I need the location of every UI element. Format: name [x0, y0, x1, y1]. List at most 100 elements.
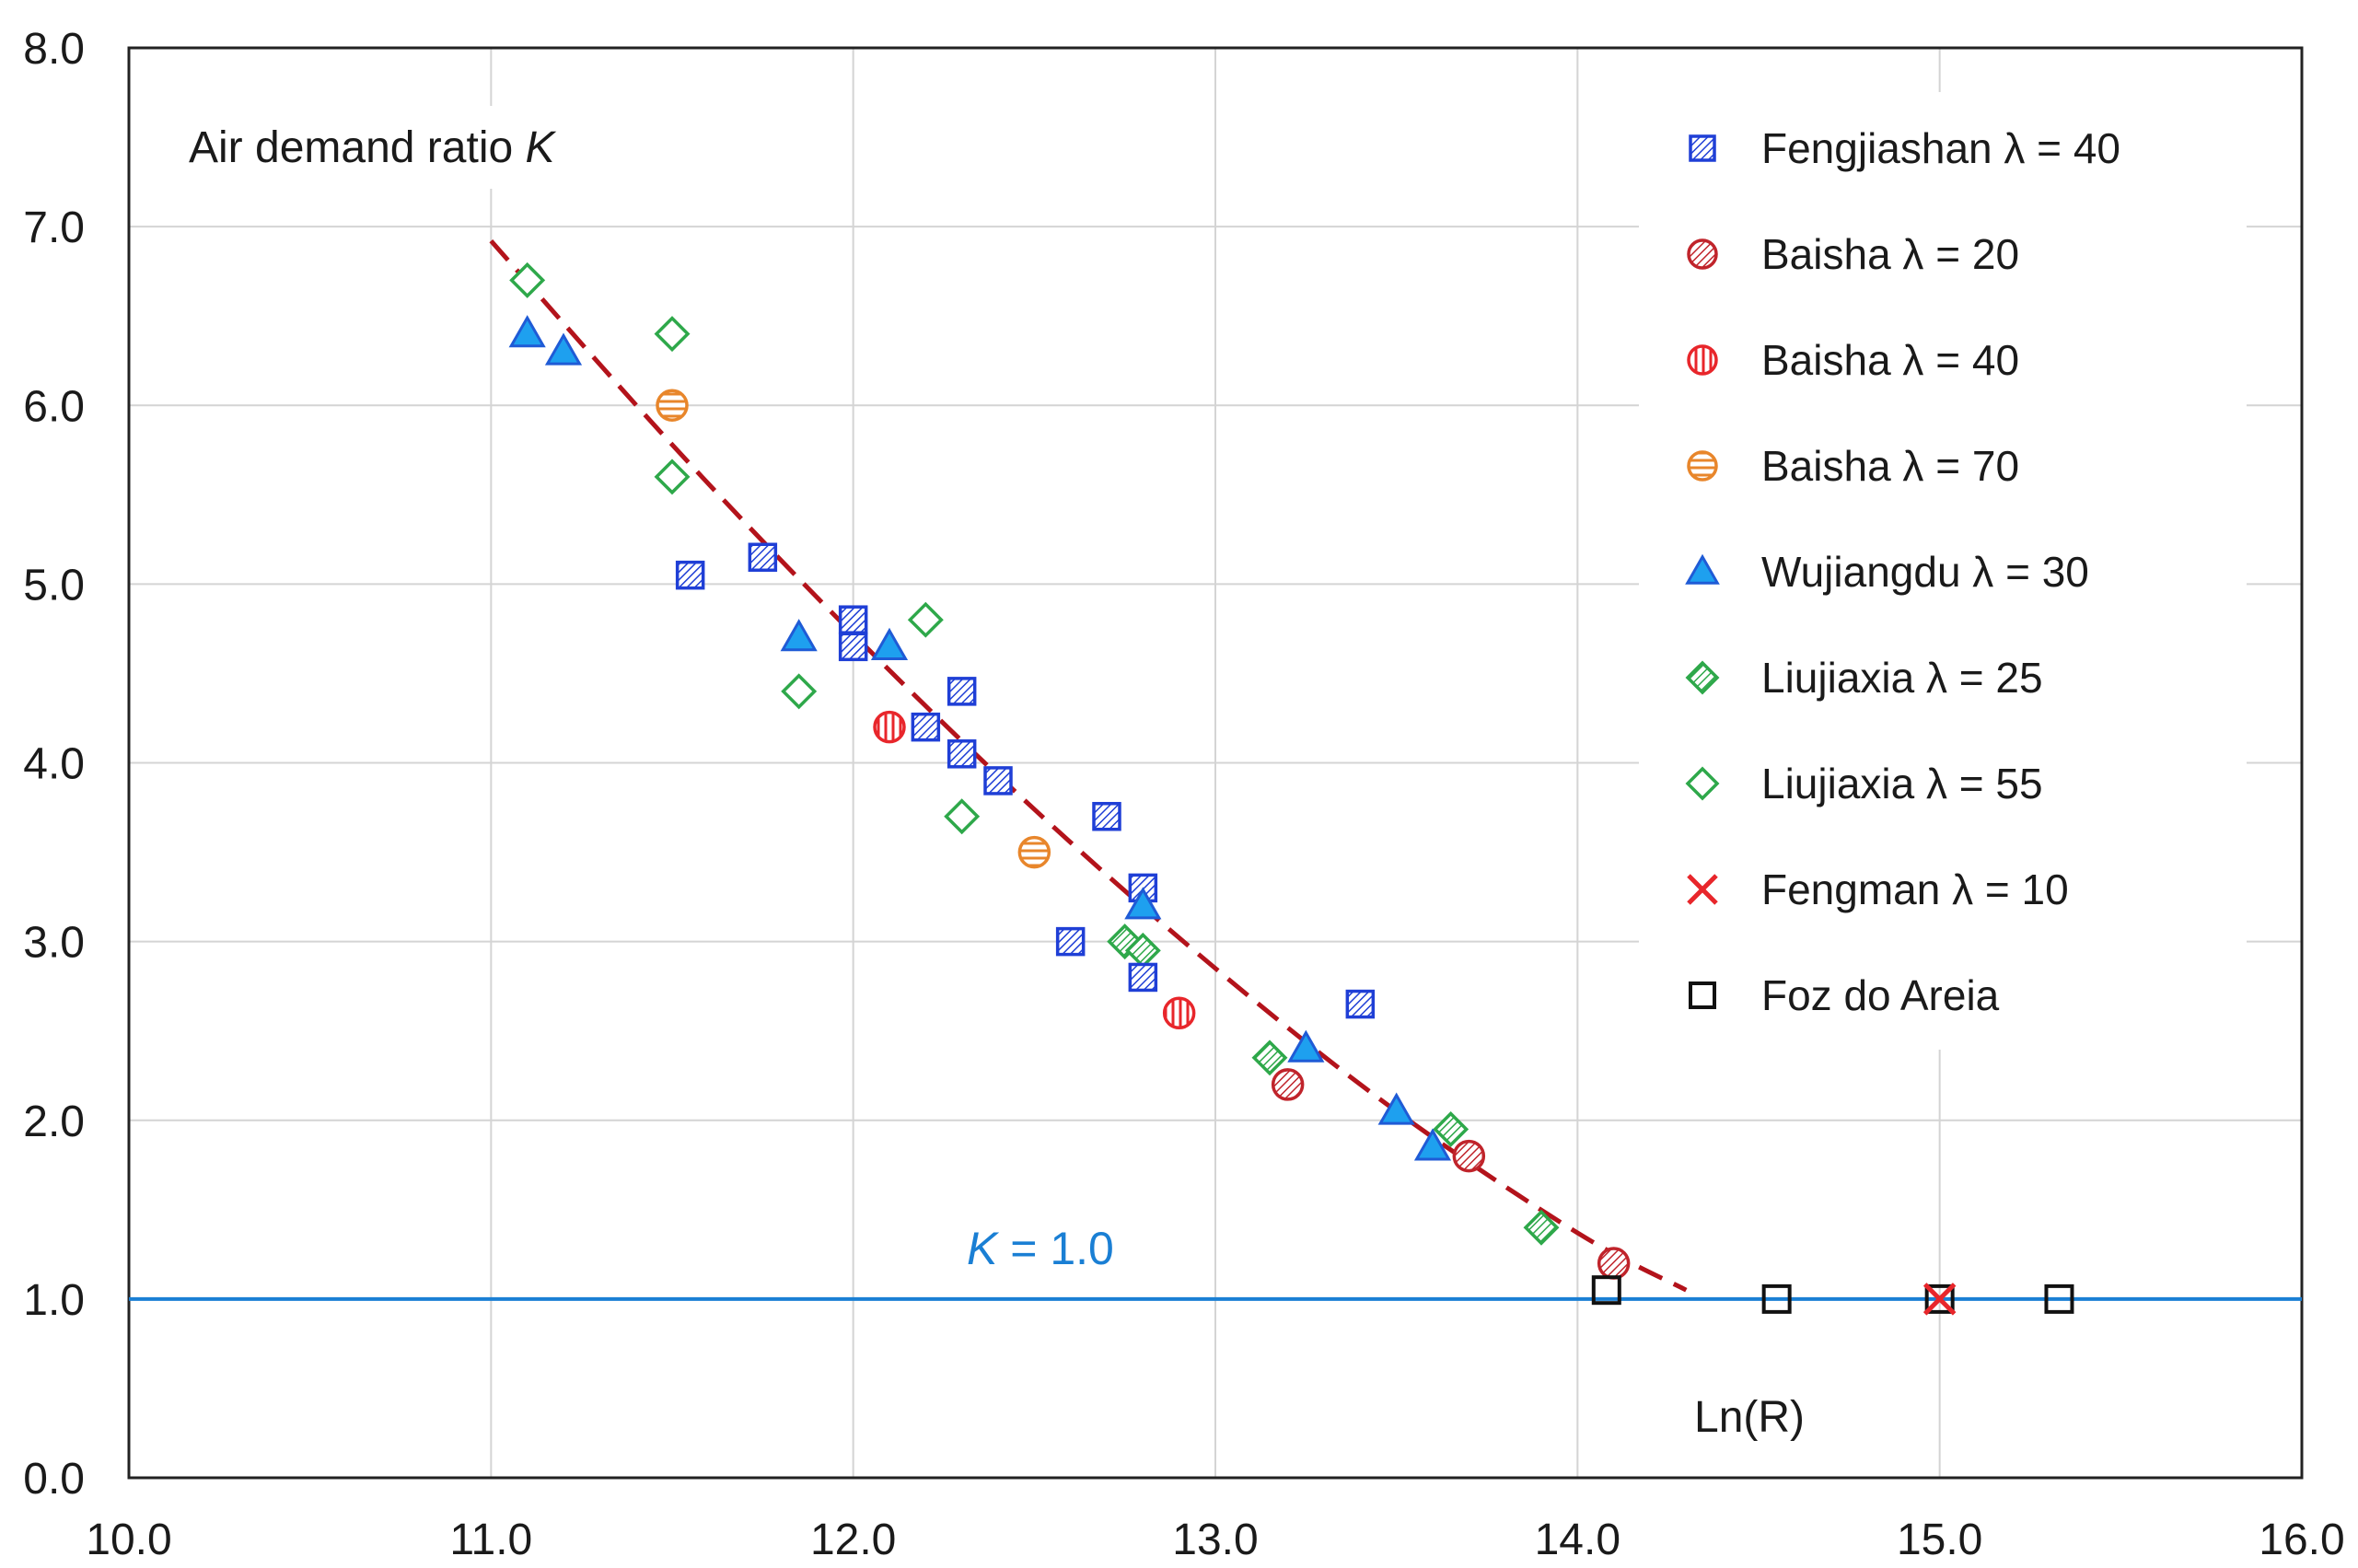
marker-shape — [911, 712, 941, 742]
marker-shape — [1687, 450, 1718, 482]
marker-shape — [1685, 660, 1720, 695]
marker-shape — [907, 601, 944, 638]
marker-shape — [2044, 1283, 2074, 1314]
marker-shape — [1685, 766, 1720, 801]
marker-shape — [1345, 989, 1376, 1019]
legend-item: Foz do Areia — [1689, 971, 2000, 1019]
marker-shape — [1687, 344, 1718, 376]
marker-shape — [838, 632, 868, 662]
data-point — [911, 712, 941, 742]
marker-shape — [873, 710, 906, 744]
data-point — [544, 332, 583, 366]
marker-shape — [544, 332, 583, 366]
marker-shape — [1128, 962, 1158, 993]
marker-shape — [1687, 238, 1718, 270]
marker-shape — [944, 798, 981, 835]
marker-shape — [1689, 134, 1716, 162]
data-point — [1597, 1247, 1631, 1280]
legend-item: Fengjiashan λ = 40 — [1689, 124, 2120, 172]
data-point — [654, 316, 691, 353]
marker-shape — [1433, 1110, 1469, 1147]
data-point — [1017, 835, 1051, 869]
y-axis-ticks: 0.0 1.0 2.0 3.0 4.0 5.0 6.0 7.0 8.0 — [23, 25, 85, 1504]
data-point — [1055, 926, 1086, 957]
legend-item: Baisha λ = 40 — [1687, 336, 2019, 384]
marker-shape — [508, 315, 546, 348]
y-tick-label: 7.0 — [23, 203, 85, 252]
marker-shape — [1055, 926, 1086, 957]
xlabel-box — [1685, 1381, 1851, 1455]
marker-shape — [675, 560, 705, 590]
marker-shape — [838, 605, 868, 634]
data-point — [654, 459, 691, 495]
data-point — [873, 710, 906, 744]
marker-shape — [654, 316, 691, 353]
y-tick-label: 4.0 — [23, 740, 85, 789]
marker-shape — [1591, 1275, 1621, 1306]
legend-label: Liujiaxia λ = 55 — [1761, 760, 2043, 807]
legend-label: Baisha λ = 40 — [1761, 336, 2019, 384]
marker-shape — [1685, 553, 1720, 585]
legend-item: Baisha λ = 20 — [1687, 230, 2019, 278]
y-tick-label: 6.0 — [23, 382, 85, 431]
marker-shape — [947, 677, 977, 706]
y-tick-label: 3.0 — [23, 919, 85, 968]
x-axis-label: Ln(R) — [1694, 1393, 1805, 1442]
marker-shape — [1761, 1283, 1792, 1314]
legend-item: Fengman λ = 10 — [1687, 865, 2069, 913]
data-point — [1452, 1139, 1486, 1173]
data-point — [1124, 887, 1162, 920]
data-point — [675, 560, 705, 590]
legend-label: Fengjiashan λ = 40 — [1761, 124, 2120, 172]
data-point — [780, 619, 818, 652]
legend-marker — [1685, 766, 1720, 801]
marker-shape — [1271, 1068, 1305, 1101]
k-equals-one-label: K = 1.0 — [967, 1223, 1114, 1274]
legend-item: Liujiaxia λ = 55 — [1685, 760, 2043, 807]
marker-shape — [781, 673, 818, 710]
x-tick-label: 10.0 — [86, 1516, 171, 1564]
legend-marker — [1687, 238, 1718, 270]
data-point — [1523, 1209, 1560, 1246]
data-point — [2044, 1283, 2074, 1314]
data-point — [748, 542, 778, 573]
marker-shape — [1413, 1128, 1452, 1161]
data-point — [947, 739, 977, 769]
data-point — [1924, 1283, 1955, 1314]
x-tick-label: 13.0 — [1172, 1516, 1258, 1564]
data-point — [1761, 1283, 1792, 1314]
data-point — [509, 261, 546, 298]
marker-shape — [1017, 835, 1051, 869]
data-point — [508, 315, 546, 348]
legend-marker — [1687, 874, 1718, 905]
plot-frame — [127, 46, 2304, 1480]
legend-item: Baisha λ = 70 — [1687, 442, 2019, 490]
legend-label: Wujiangdu λ = 30 — [1761, 548, 2089, 596]
data-point — [944, 798, 981, 835]
data-point — [1287, 1029, 1325, 1063]
data-point — [870, 627, 909, 660]
data-point — [1433, 1110, 1469, 1147]
marker-shape — [509, 261, 546, 298]
legend-box — [1639, 92, 2247, 1050]
marker-shape — [1924, 1283, 1955, 1314]
marker-shape — [1251, 1040, 1288, 1076]
data-markers — [508, 261, 2074, 1316]
data-point — [907, 601, 944, 638]
data-point — [1377, 1092, 1415, 1125]
y-tick-label: 1.0 — [23, 1276, 85, 1325]
x-tick-label: 11.0 — [449, 1516, 532, 1564]
x-axis-ticks: 10.0 11.0 12.0 13.0 14.0 15.0 16.0 — [86, 1516, 2344, 1564]
legend-marker — [1689, 981, 1716, 1009]
data-point — [1922, 1283, 1957, 1316]
x-tick-label: 14.0 — [1535, 1516, 1620, 1564]
data-point — [1591, 1275, 1621, 1306]
marker-shape — [1124, 887, 1162, 920]
legend-marker — [1685, 660, 1720, 695]
x-tick-label: 15.0 — [1897, 1516, 1982, 1564]
legend-marker — [1689, 134, 1716, 162]
marker-shape — [1689, 981, 1716, 1009]
y-axis-label-symbol: K — [526, 123, 557, 172]
data-point — [983, 766, 1013, 796]
